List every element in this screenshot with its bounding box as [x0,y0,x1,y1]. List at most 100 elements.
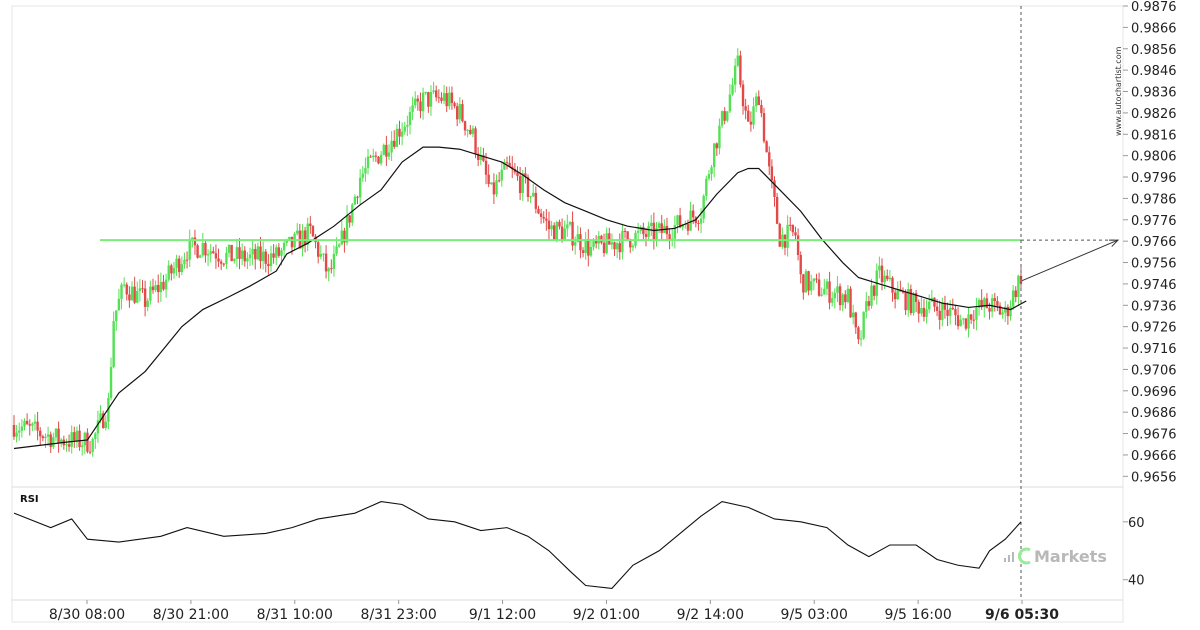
candle-body [437,97,441,99]
candle-body [841,294,844,306]
candle-body [406,125,409,127]
candle-body [246,258,249,262]
price-tick-label: 0.9816 [1131,128,1177,143]
candle-body [566,224,569,229]
candle-body [133,286,136,303]
candle-body [896,289,899,300]
candle-body [560,226,564,240]
candle-body [524,173,527,177]
candle-body [629,239,632,248]
candle-body [248,254,252,259]
candle-body [985,298,989,309]
candle-body [1011,290,1015,307]
candle-body [282,242,286,251]
candle-body [296,230,299,234]
projection-arrowhead [1108,239,1120,247]
candle-body [539,213,543,217]
candle-body [379,154,383,164]
candle-body [288,236,291,240]
candle-body [198,255,202,258]
candle-body [414,98,417,106]
candle-body [337,244,341,247]
candle-body [348,215,351,223]
candle-body [183,259,186,265]
candle-body [786,224,789,248]
candle-body [883,275,886,283]
candle-body [933,297,936,307]
candle-body [151,286,155,291]
candle-body [529,196,532,198]
candle-body [925,309,928,317]
candle-body [366,156,370,168]
candle-body [172,267,176,274]
candle-body [306,223,309,245]
candle-body [143,288,147,307]
candle-body [450,92,454,104]
candle-body [99,413,102,421]
candle-body [393,140,396,147]
candle-body [204,242,207,256]
candle-body [219,261,223,264]
candle-body [880,265,884,283]
candle-body [94,433,97,439]
candle-body [867,301,871,306]
candle-body [626,231,629,240]
candle-body [214,253,218,259]
candle-body [157,285,160,293]
candle-body [162,281,165,290]
candle-body [983,298,986,308]
candle-body [332,253,336,269]
price-tick-label: 0.9696 [1131,385,1177,400]
candle-body [91,438,94,452]
candle-body [705,178,708,196]
candle-body [621,230,624,253]
candle-body [757,96,760,106]
logo-bar-3 [1012,552,1014,562]
candle-body [943,303,947,310]
candle-body [678,215,682,228]
candle-body [723,111,726,121]
candle-body [351,204,354,223]
candle-body [474,128,477,154]
candle-body [238,247,241,259]
rsi-pane: 60 40 [13,500,1145,589]
candle-body [812,278,816,282]
candle-body [154,285,157,291]
candle-body [547,220,551,230]
candle-body [505,162,509,164]
price-tick-label: 0.9846 [1131,64,1177,79]
candle-body [584,239,587,253]
candle-body [88,451,92,453]
candle-body [256,246,260,260]
brand-text: Markets [1034,547,1107,566]
logo-bar-2 [1008,555,1010,562]
candle-body [962,318,965,320]
candle-body [212,251,215,254]
candle-body [382,144,385,155]
candle-body [576,234,580,243]
candle-body [277,247,281,256]
time-tick-label: 9/1 12:00 [469,607,536,623]
time-tick-label: 9/5 16:00 [884,607,951,623]
price-tick-label: 0.9806 [1131,150,1177,165]
candle-body [647,226,650,237]
candle-body [739,55,742,85]
candle-body [345,215,349,243]
candle-body [322,253,325,255]
projection-arrow [1021,239,1120,282]
candle-body [775,196,779,224]
candle-body [825,281,829,289]
candle-body [175,258,178,268]
candle-body [948,307,952,316]
candle-body [361,173,364,178]
candle-body [482,155,485,161]
candle-body [823,288,826,295]
candle-body [78,430,81,448]
candle-body [20,426,24,431]
time-tick-label: 9/5 03:00 [781,607,848,623]
candle-body [492,182,496,195]
candle-body [568,221,572,225]
candle-body [497,180,501,182]
candle-body [844,294,847,303]
candle-body [914,292,918,302]
